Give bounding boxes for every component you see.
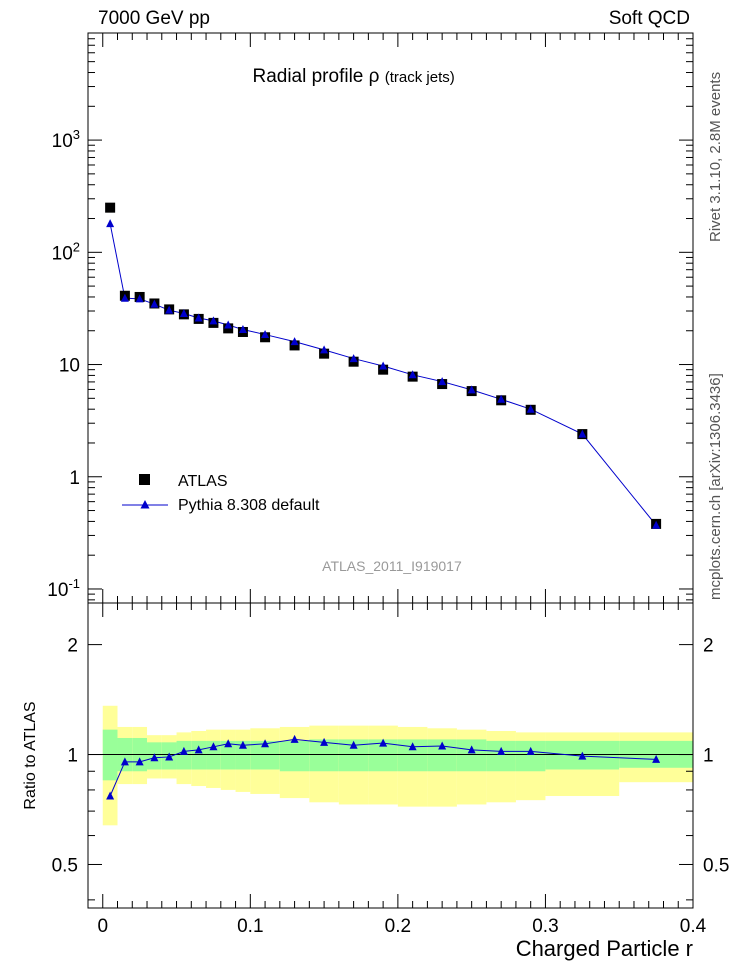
- pythia-point: [578, 429, 587, 438]
- ratio-pythia-point: [106, 791, 115, 800]
- x-tick-label: 0.1: [237, 916, 263, 937]
- legend-pythia-marker: [140, 500, 150, 509]
- ratio-pythia-point: [135, 757, 144, 766]
- ratio-pythia-point: [290, 734, 299, 743]
- ratio-y-tick-label: 0.5: [52, 855, 78, 876]
- ratio-pythia-point: [320, 737, 329, 746]
- main-plot-frame: [87, 32, 694, 604]
- ratio-pythia-point: [165, 752, 174, 761]
- main-frame: [87, 32, 694, 604]
- pythia-point: [467, 385, 476, 394]
- ratio-pythia-point: [408, 742, 417, 751]
- ratio-pythia-point: [438, 741, 447, 750]
- legend-atlas-marker: [139, 474, 150, 485]
- green-band: [235, 740, 251, 770]
- pythia-point: [438, 377, 447, 386]
- ratio-pythia-point: [652, 754, 661, 763]
- ratio-pythia-point: [497, 746, 506, 755]
- pythia-point: [106, 219, 115, 228]
- pythia-point: [320, 345, 329, 354]
- chart-title: Radial profile ρ (track jets): [252, 66, 454, 87]
- y-tick-label: 1: [69, 468, 80, 489]
- ratio-frame: [87, 602, 694, 909]
- ratio-plot-frame: [87, 602, 694, 909]
- atlas-point: [319, 348, 330, 359]
- pythia-point: [379, 361, 388, 370]
- pythia-point: [150, 299, 159, 308]
- axis-ticks: [87, 32, 694, 908]
- atlas-point: [289, 340, 300, 351]
- green-band: [486, 740, 516, 772]
- atlas-point: [105, 202, 116, 213]
- green-band: [515, 740, 546, 772]
- pythia-point: [238, 325, 247, 334]
- ratio-y-tick-label-right: 0.5: [703, 855, 729, 876]
- pythia-point: [165, 305, 174, 314]
- legend-atlas-label: ATLAS: [178, 473, 228, 490]
- pythia-point: [349, 354, 358, 363]
- ratio-pythia-point: [120, 757, 129, 766]
- ratio-y-tick-label: 2: [67, 636, 78, 657]
- ratio-y-axis-label: Ratio to ATLAS: [22, 701, 39, 809]
- green-band: [220, 740, 236, 770]
- y-tick-label: 10: [59, 356, 80, 377]
- legend-pythia-label: Pythia 8.308 default: [178, 497, 320, 514]
- ratio-pythia-point: [349, 740, 358, 749]
- x-tick-label: 0.2: [385, 916, 411, 937]
- ratio-pythia-point: [261, 739, 270, 748]
- x-axis-label: Charged Particle r: [516, 936, 693, 961]
- y-tick-label: 103: [52, 127, 80, 152]
- ratio-pythia-point: [526, 746, 535, 755]
- ratio-pythia-point: [578, 751, 587, 760]
- ratio-pythia-point: [209, 742, 218, 751]
- ratio-y-tick-label-right: 1: [703, 746, 714, 767]
- ratio-pythia-point: [238, 740, 247, 749]
- pythia-point: [179, 308, 188, 317]
- pythia-point: [120, 293, 129, 302]
- ratio-bands: [88, 705, 693, 826]
- pythia-point: [194, 313, 203, 322]
- ratio-pythia-point: [194, 745, 203, 754]
- x-tick-label: 0.3: [532, 916, 558, 937]
- pythia-point: [209, 316, 218, 325]
- y-tick-label: 102: [52, 239, 80, 264]
- green-band: [176, 740, 192, 770]
- pythia-point: [497, 394, 506, 403]
- pythia-point: [526, 404, 535, 413]
- ratio-pythia-point: [379, 738, 388, 747]
- green-band: [456, 739, 487, 772]
- pythia-point: [290, 337, 299, 346]
- pythia-point: [261, 330, 270, 339]
- header-right: Soft QCD: [608, 8, 690, 29]
- header-left: 7000 GeV pp: [98, 8, 210, 29]
- ratio-y-tick-label: 1: [67, 746, 78, 767]
- ratio-pythia-point: [467, 745, 476, 754]
- pythia-point: [408, 370, 417, 379]
- pythia-line: [109, 223, 657, 526]
- ratio-pythia-point: [150, 753, 159, 762]
- y-tick-label: 10-1: [47, 576, 80, 601]
- ratio-pythia-line: [109, 738, 657, 797]
- pythia-point: [224, 320, 233, 329]
- pythia-point: [652, 520, 661, 529]
- ratio-pythia-point: [179, 746, 188, 755]
- ratio-y-tick-label-right: 2: [703, 636, 714, 657]
- pythia-point: [135, 294, 144, 303]
- x-tick-label: 0.4: [680, 916, 707, 937]
- atlas-point: [378, 364, 389, 375]
- axis-labels: 10-1 1 10 102 103 0.5 0.5 1 1 2 2 0 0.1 0.2 0.3 0.4 Radi…: [22, 66, 729, 961]
- green-band: [279, 740, 310, 772]
- x-tick-label: 0: [97, 916, 108, 937]
- analysis-label: ATLAS_2011_I919017: [322, 558, 462, 574]
- data-marks: [105, 202, 662, 800]
- green-band: [191, 740, 207, 770]
- ratio-pythia-point: [224, 739, 233, 748]
